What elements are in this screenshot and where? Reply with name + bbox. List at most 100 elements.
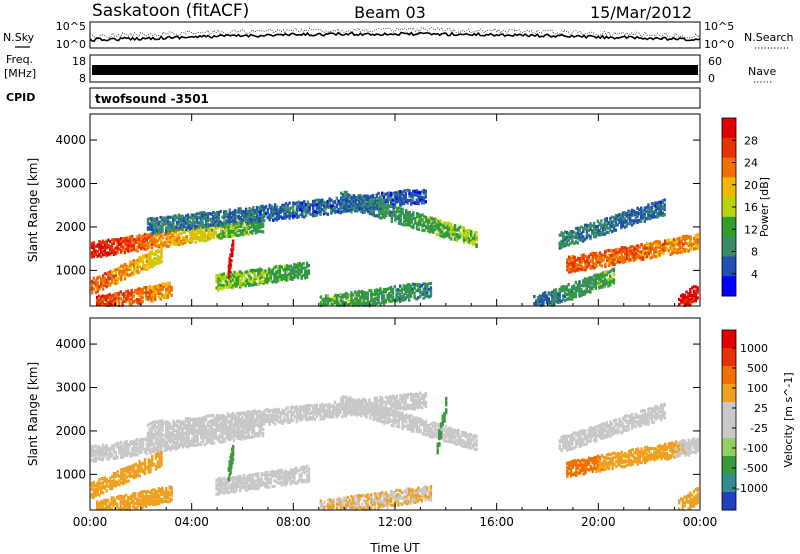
- power-panel-cell: [592, 228, 596, 232]
- power-panel-cell: [125, 272, 128, 276]
- velocity-panel-cell: [101, 456, 105, 460]
- power-panel-cell: [109, 252, 112, 256]
- power-panel-cell: [227, 234, 230, 238]
- power-panel-cell: [321, 300, 324, 304]
- power-panel-cell: [151, 250, 154, 254]
- power-panel-cell: [571, 297, 574, 301]
- power-panel-cell: [283, 216, 286, 220]
- power-panel-cell: [330, 210, 333, 214]
- power-panel-cell: [107, 275, 110, 279]
- power-panel-cell: [678, 247, 681, 251]
- power-panel-cell: [105, 254, 108, 258]
- power-panel-cell: [150, 223, 153, 227]
- power-panel-cell: [257, 268, 260, 272]
- power-panel-cell: [642, 247, 645, 251]
- power-panel-cell: [343, 293, 346, 297]
- velocity-panel-cell: [191, 441, 194, 445]
- power-panel-cell: [107, 271, 110, 275]
- power-panel-cell: [139, 294, 142, 298]
- power-panel-cell: [229, 231, 232, 235]
- power-panel-cell: [223, 216, 226, 220]
- power-panel-cell: [132, 268, 136, 272]
- power-panel-cell: [638, 208, 641, 212]
- power-panel-cell: [540, 294, 543, 298]
- power-panel-cell: [652, 215, 656, 219]
- power-panel-cell: [181, 240, 185, 244]
- velocity-panel-cell: [134, 441, 137, 445]
- power-panel-cell: [134, 238, 137, 242]
- velocity-panel-cell: [118, 451, 121, 455]
- velocity-panel-cell: [239, 420, 242, 424]
- velocity-panel-cell: [221, 420, 224, 424]
- power-panel-cell: [241, 210, 244, 214]
- power-panel-cell: [352, 299, 355, 303]
- velocity-panel-cell: [246, 410, 250, 414]
- power-panel-cell: [368, 198, 372, 203]
- power-panel-cell: [315, 210, 319, 214]
- power-panel-cell: [558, 293, 561, 297]
- power-panel-cell: [650, 208, 654, 212]
- power-panel-cell: [114, 250, 117, 254]
- power-panel-cell: [381, 191, 384, 195]
- power-panel-cell: [163, 240, 167, 244]
- power-panel-cell: [266, 270, 269, 274]
- power-panel-cell: [143, 240, 147, 244]
- power-panel-cell: [424, 200, 427, 204]
- power-panel-cell: [277, 215, 280, 219]
- power-panel-cell: [640, 250, 643, 254]
- power-panel-cell: [596, 228, 599, 232]
- power-panel-cell: [245, 231, 248, 235]
- power-panel-cell: [160, 249, 163, 253]
- power-panel-cell: [662, 251, 665, 255]
- nsky-trace: [89, 27, 701, 43]
- velocity-panel-cell: [169, 446, 172, 450]
- velocity-panel-cell: [136, 446, 139, 450]
- power-panel-cell: [656, 201, 659, 205]
- power-panel-cell: [659, 208, 663, 212]
- power-panel-cell: [244, 280, 247, 285]
- power-panel-cell: [585, 231, 589, 235]
- power-panel-cell: [353, 301, 357, 305]
- power-panel-cell: [682, 235, 685, 239]
- power-panel-cell: [384, 198, 388, 202]
- power-panel-cell: [304, 207, 308, 211]
- power-panel-cell: [103, 241, 106, 245]
- power-panel-cell: [363, 203, 366, 207]
- power-panel-cell: [199, 223, 202, 227]
- velocity-panel-cell: [155, 420, 159, 424]
- power-panel-cell: [296, 270, 300, 274]
- power-panel-cell: [295, 201, 299, 205]
- velocity-panel-cell: [116, 444, 119, 448]
- power-panel-cell: [165, 219, 168, 223]
- velocity-panel-cell: [183, 420, 186, 424]
- power-panel-cell: [98, 287, 101, 291]
- velocity-panel-cell: [212, 420, 215, 425]
- velocity-panel-cell: [230, 419, 233, 423]
- velocity-panel-cell: [161, 428, 164, 432]
- power-panel-cell: [121, 248, 125, 252]
- power-panel-cell: [582, 258, 585, 262]
- power-panel-cell: [560, 245, 563, 249]
- power-panel-cell: [322, 200, 326, 204]
- power-panel-cell: [231, 278, 235, 282]
- power-panel-cell: [413, 282, 416, 286]
- power-panel-cell: [240, 281, 244, 285]
- power-panel-cell: [442, 232, 446, 236]
- power-panel-cell: [234, 208, 237, 213]
- power-panel-cell: [335, 293, 339, 298]
- velocity-panel-cell: [215, 420, 219, 424]
- power-panel-cell: [345, 190, 348, 194]
- power-panel-cell: [446, 221, 449, 225]
- power-panel-cell: [181, 230, 185, 234]
- power-panel-cell: [591, 259, 594, 263]
- power-panel-cell: [689, 292, 692, 296]
- power-panel-cell: [432, 228, 435, 232]
- power-panel-cell: [354, 200, 357, 205]
- power-panel-cell: [145, 286, 148, 290]
- power-panel-cell: [592, 224, 596, 228]
- power-panel-cell: [194, 232, 197, 236]
- power-panel-cell: [255, 213, 259, 217]
- velocity-panel-cell: [152, 424, 155, 428]
- power-panel-cell: [402, 189, 406, 193]
- power-panel-cell: [542, 292, 545, 296]
